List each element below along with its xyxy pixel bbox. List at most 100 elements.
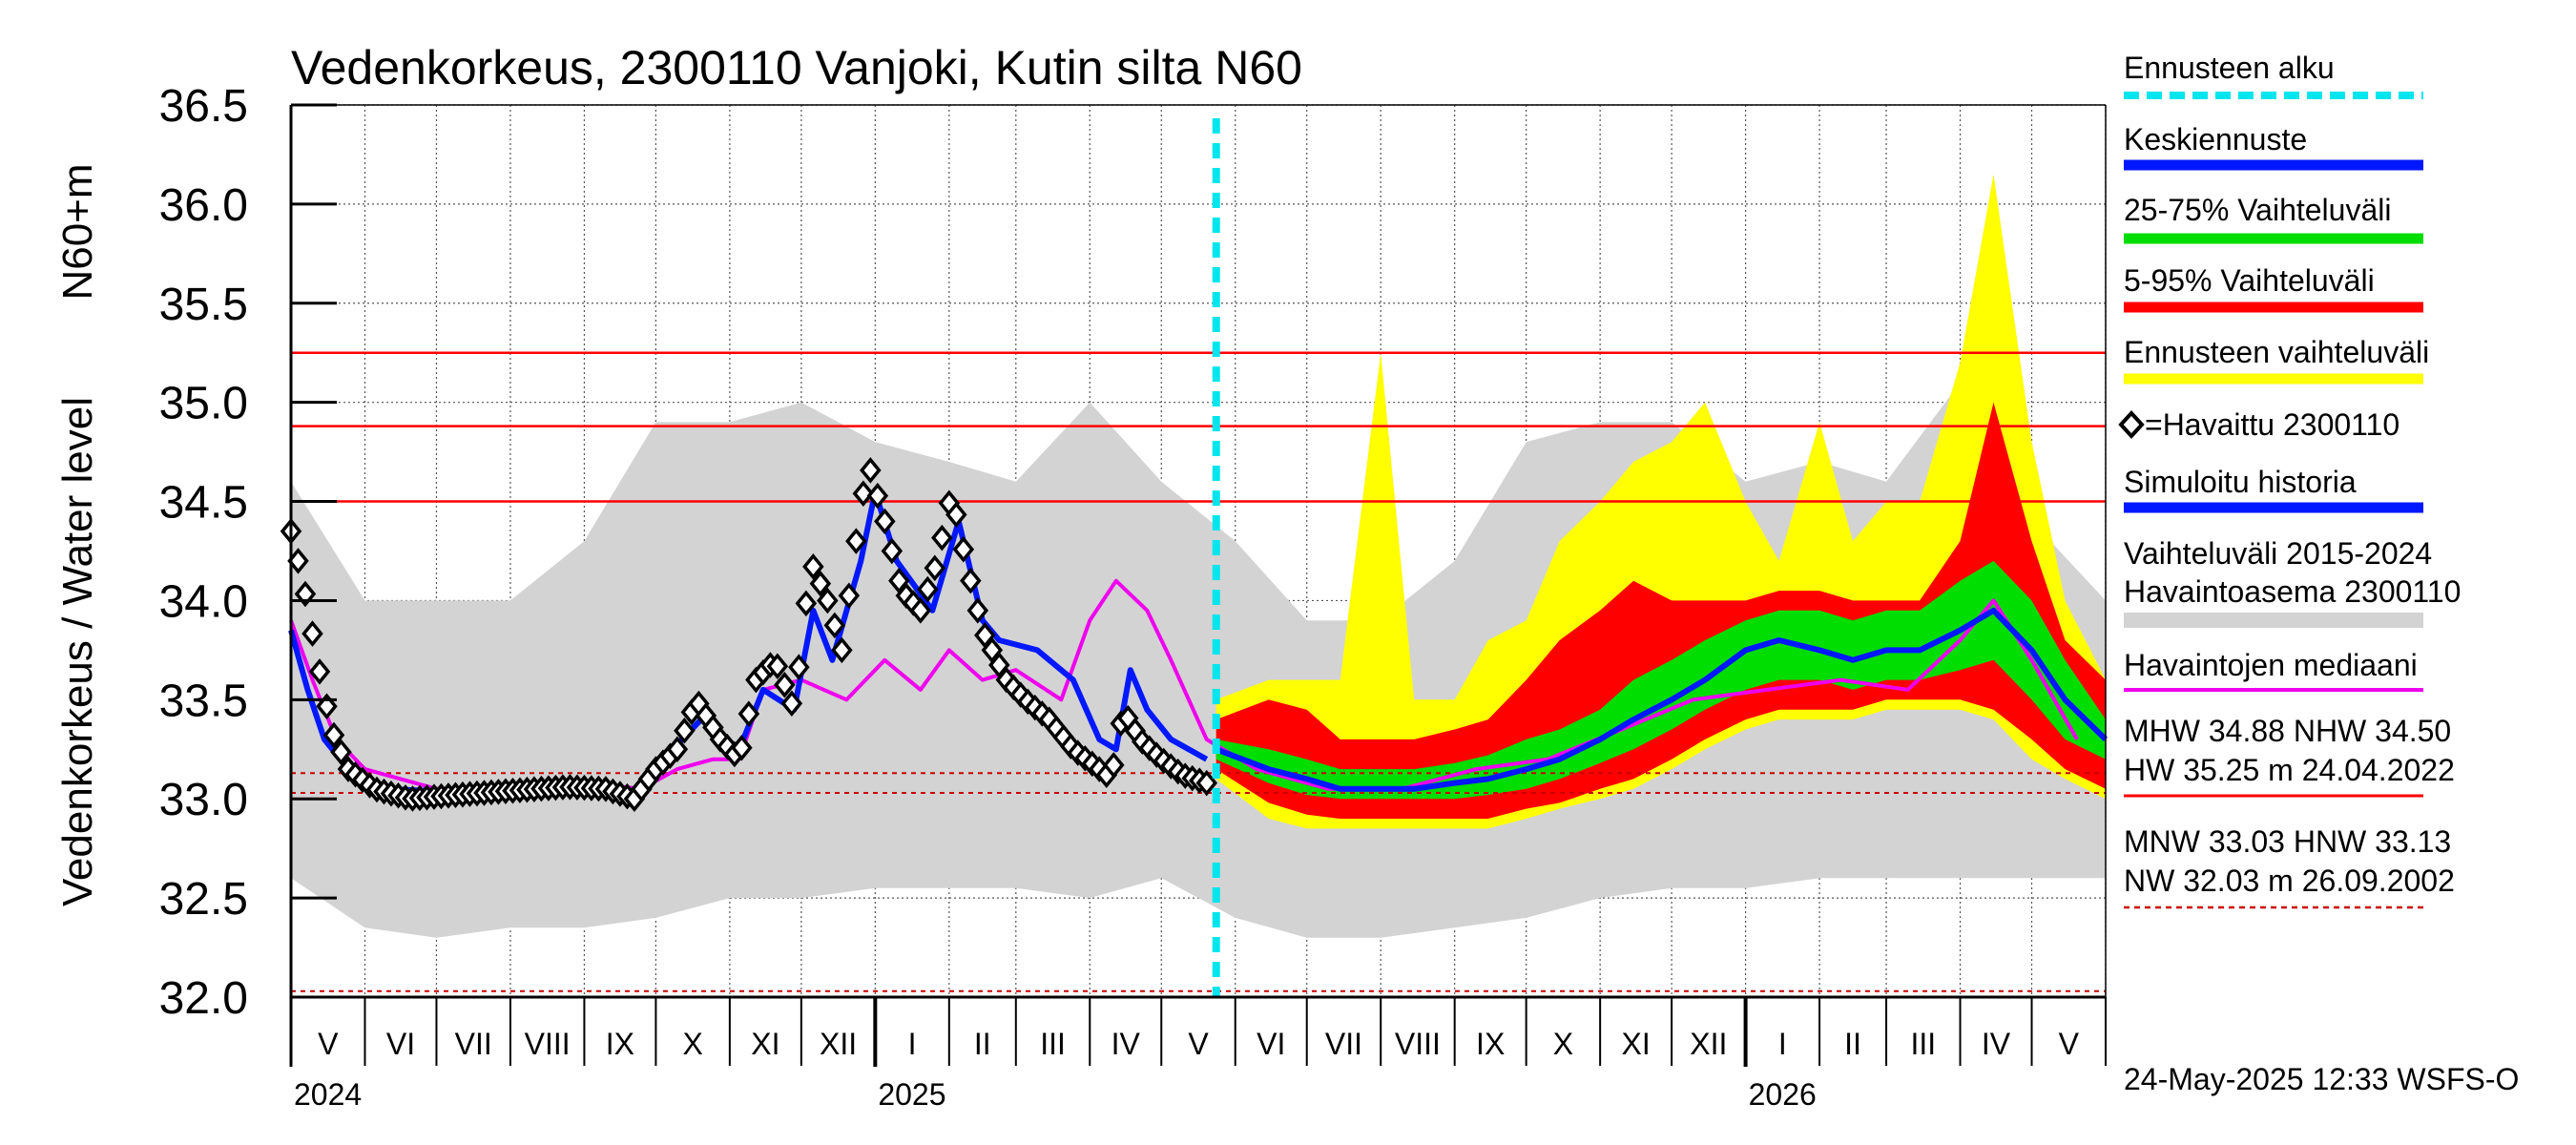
legend-observed-marker	[2118, 410, 2145, 439]
observed-point	[316, 693, 338, 720]
y-tick-label: 32.0	[159, 973, 248, 1024]
legend-label: Ennusteen alku	[2124, 51, 2335, 85]
observed-point	[774, 671, 796, 698]
y-axis-label: Vedenkorkeus / Water level	[54, 397, 101, 906]
footer-timestamp: 24-May-2025 12:33 WSFS-O	[2124, 1062, 2519, 1096]
observed-point	[945, 501, 967, 529]
observed-point	[1195, 769, 1218, 797]
x-month-label: VI	[386, 1027, 415, 1061]
observed-series	[280, 457, 1218, 812]
y-tick-label: 33.0	[159, 775, 248, 825]
chart-title: Vedenkorkeus, 2300110 Vanjoki, Kutin sil…	[291, 41, 1302, 94]
x-month-label: V	[1188, 1027, 1209, 1061]
observed-point	[909, 597, 932, 624]
plot-area	[280, 104, 2109, 998]
legend-stats-high-2: HW 35.25 m 24.04.2022	[2124, 753, 2455, 787]
observed-point	[831, 636, 853, 664]
x-month-label: V	[2059, 1027, 2080, 1061]
legend-label: Havaintojen mediaani	[2124, 648, 2418, 682]
observed-point	[666, 736, 689, 763]
observed-point	[731, 735, 753, 761]
y-tick-label: 33.5	[159, 676, 248, 726]
x-month-label: II	[974, 1027, 991, 1061]
legend-label: Simuloitu historia	[2124, 465, 2357, 499]
observed-point	[931, 524, 953, 552]
x-year-label: 2024	[294, 1077, 362, 1112]
y-tick-label: 35.0	[159, 379, 248, 429]
y-tick-label: 34.0	[159, 576, 248, 627]
forecast-mean-line	[1215, 607, 2109, 792]
y-tick-label: 32.5	[159, 874, 248, 925]
x-month-label: VI	[1257, 1027, 1285, 1061]
observed-point	[330, 739, 352, 766]
observed-point	[866, 482, 889, 510]
observed-point	[737, 700, 760, 727]
legend-stats-low-2: NW 32.03 m 26.09.2002	[2124, 864, 2455, 898]
legend-stats-high-1: MHW 34.88 NHW 34.50	[2124, 714, 2451, 748]
observed-point	[802, 553, 824, 580]
y-tick-label: 35.5	[159, 280, 248, 330]
legend-label: Keskiennuste	[2124, 122, 2307, 156]
legend-label: 25-75% Vaihteluväli	[2124, 193, 2391, 227]
y-tick-label: 36.0	[159, 180, 248, 231]
observed-point	[322, 721, 345, 749]
legend-label: 5-95% Vaihteluväli	[2124, 263, 2375, 298]
legend-label-2: Havaintoasema 2300110	[2124, 574, 2461, 609]
x-month-label: I	[908, 1027, 917, 1061]
observed-point	[924, 554, 946, 582]
legend-label: =Havaittu 2300110	[2145, 407, 2399, 442]
observed-point	[860, 457, 882, 484]
observed-point	[874, 508, 896, 535]
x-month-label: III	[1910, 1027, 1936, 1061]
x-month-label: XII	[820, 1027, 857, 1061]
x-month-label: XII	[1690, 1027, 1727, 1061]
observed-point	[881, 537, 904, 565]
legend-stats-low-1: MNW 33.03 HNW 33.13	[2124, 824, 2451, 859]
x-month-label: VIII	[1395, 1027, 1441, 1061]
observed-point	[952, 536, 975, 563]
observed-point	[301, 620, 323, 647]
x-month-label: II	[1844, 1027, 1861, 1061]
observed-point	[823, 612, 846, 639]
y-axis-unit: N60+m	[54, 163, 101, 300]
x-month-label: III	[1040, 1027, 1066, 1061]
observed-point	[960, 567, 982, 594]
x-year-label: 2026	[1749, 1077, 1817, 1112]
y-tick-label: 34.5	[159, 478, 248, 529]
observed-point	[852, 480, 875, 508]
legend-label: Vaihteluväli 2015-2024	[2124, 536, 2432, 571]
observed-point	[795, 590, 818, 617]
x-year-label: 2025	[878, 1077, 945, 1112]
x-month-label: X	[682, 1027, 702, 1061]
observed-point	[966, 597, 989, 624]
x-month-label: IX	[1476, 1027, 1505, 1061]
legend: Ennusteen alku Keskiennuste 25-75% Vaihtel…	[2118, 51, 2461, 692]
x-month-label: X	[1553, 1027, 1573, 1061]
observed-point	[838, 582, 861, 610]
observed-point	[845, 528, 867, 554]
forecast-5-95-band	[1215, 402, 2106, 819]
observed-point	[766, 653, 789, 680]
axes: 32.0 32.5 33.0 33.5 34.0 34.5 35.0 35.5 36.0 36.5…	[159, 81, 2107, 1112]
x-month-label: V	[318, 1027, 339, 1061]
observed-point	[1103, 752, 1125, 779]
observed-point	[809, 570, 832, 597]
x-month-label: VII	[1325, 1027, 1362, 1061]
observed-point	[308, 658, 331, 685]
x-month-label: IV	[1982, 1027, 2011, 1061]
observed-point	[780, 690, 803, 717]
x-month-label: I	[1778, 1027, 1787, 1061]
x-month-label: IX	[606, 1027, 634, 1061]
observed-point	[674, 718, 696, 744]
x-month-label: VIII	[525, 1027, 571, 1061]
y-tick-label: 36.5	[159, 81, 248, 132]
observed-point	[788, 654, 810, 680]
legend-label: Ennusteen vaihteluväli	[2124, 335, 2429, 369]
x-month-label: XI	[1622, 1027, 1651, 1061]
x-month-label: XI	[751, 1027, 779, 1061]
forecast-25-75-band	[1215, 560, 2106, 800]
observed-point	[817, 587, 839, 614]
x-month-label: IV	[1111, 1027, 1141, 1061]
